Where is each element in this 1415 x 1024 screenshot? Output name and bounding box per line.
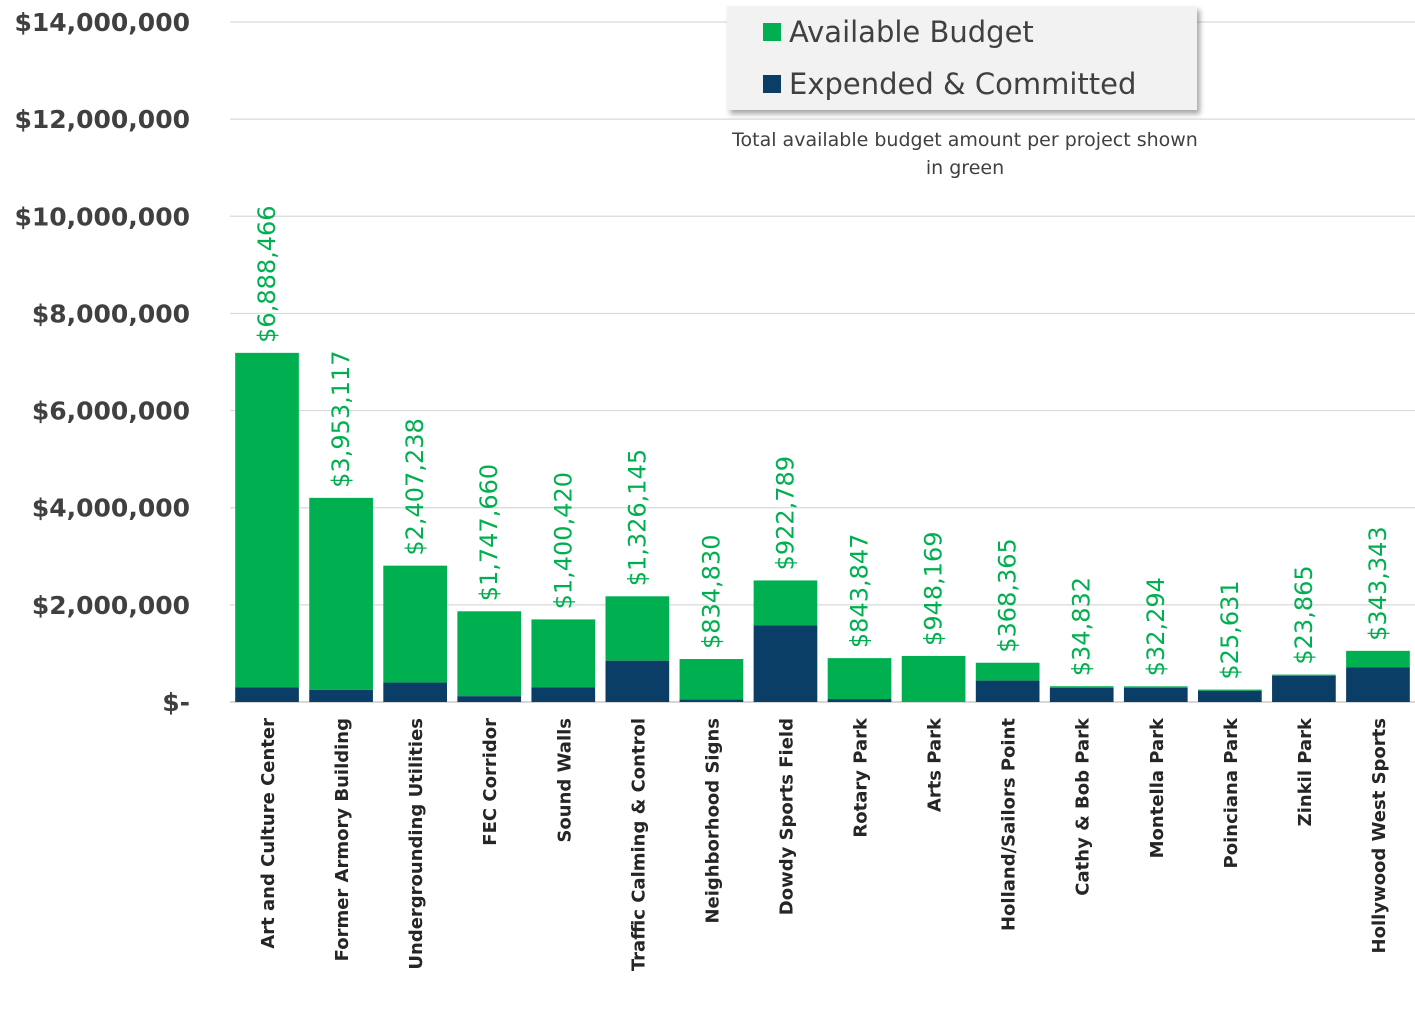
bar-available xyxy=(309,497,373,690)
data-label: $2,407,238 xyxy=(401,418,429,555)
bar-available xyxy=(1272,674,1336,676)
x-tick-label: Sound Walls xyxy=(554,718,575,843)
legend: Available Budget Expended & Committed xyxy=(727,6,1197,110)
bar-available xyxy=(383,565,448,683)
y-tick-label: $4,000,000 xyxy=(32,494,190,523)
y-tick-label: $8,000,000 xyxy=(32,299,190,328)
bar-available xyxy=(679,659,744,700)
y-axis-ticks: $- $2,000,000 $4,000,000 $6,000,000 $8,000,0… xyxy=(14,8,190,717)
bar-expended xyxy=(827,699,892,702)
data-label: $6,888,466 xyxy=(253,205,281,342)
x-tick-label: Poinciana Park xyxy=(1221,717,1242,868)
data-label: $834,830 xyxy=(697,535,725,650)
data-label: $34,832 xyxy=(1068,577,1096,676)
x-tick-label: Art and Culture Center xyxy=(258,718,279,949)
bar-available xyxy=(1123,686,1188,688)
x-tick-label: Undergrounding Utilities xyxy=(406,718,427,970)
legend-item-available: Available Budget xyxy=(763,12,1034,52)
x-tick-label: Arts Park xyxy=(925,717,946,812)
x-axis-ticks: Art and Culture Center Former Armory Buil… xyxy=(258,717,1390,971)
data-label: $1,400,420 xyxy=(549,472,577,609)
bar-available xyxy=(1346,650,1410,668)
bar-expended xyxy=(235,687,299,702)
legend-swatch-available xyxy=(763,23,781,41)
bar-expended xyxy=(605,660,670,702)
bar-available xyxy=(531,619,596,688)
x-tick-label: Dowdy Sports Field xyxy=(776,718,797,915)
x-tick-label: Former Armory Building xyxy=(332,718,353,961)
bar-available xyxy=(1049,686,1114,688)
bar-expended xyxy=(309,689,373,702)
legend-item-expended: Expended & Committed xyxy=(763,64,1136,104)
y-tick-label: $10,000,000 xyxy=(14,202,190,231)
x-tick-label: Montella Park xyxy=(1147,717,1168,858)
y-tick-label: $- xyxy=(162,688,190,717)
bar-available xyxy=(901,655,966,702)
bar-available xyxy=(827,658,892,700)
y-tick-label: $2,000,000 xyxy=(32,591,190,620)
data-label: $368,365 xyxy=(994,538,1022,653)
bar-expended xyxy=(383,682,448,702)
x-tick-label: Rotary Park xyxy=(851,717,872,838)
data-label: $948,169 xyxy=(920,531,948,646)
x-tick-label: Zinkil Park xyxy=(1295,717,1316,826)
data-label: $32,294 xyxy=(1142,577,1170,676)
bar-available xyxy=(605,596,670,661)
bar-expended xyxy=(531,687,596,702)
data-label: $1,326,145 xyxy=(623,449,651,586)
bar-expended xyxy=(457,696,522,702)
y-tick-label: $6,000,000 xyxy=(32,397,190,426)
x-tick-label: Cathy & Bob Park xyxy=(1073,717,1094,896)
bar-expended xyxy=(753,625,818,702)
chart-annotation: Total available budget amount per projec… xyxy=(732,129,1198,179)
bar-available xyxy=(975,662,1040,681)
bar-expended xyxy=(679,699,744,702)
legend-label-expended: Expended & Committed xyxy=(789,67,1137,101)
bar-expended xyxy=(1197,690,1262,702)
x-tick-label: Hollywood West Sports xyxy=(1369,718,1390,953)
data-label: $922,789 xyxy=(771,456,799,571)
data-label: $23,865 xyxy=(1290,565,1318,664)
bar-available xyxy=(457,611,522,697)
data-label: $25,631 xyxy=(1216,580,1244,679)
bar-expended xyxy=(1272,675,1336,702)
bars xyxy=(235,352,1410,702)
bar-available xyxy=(753,580,818,626)
bar-available xyxy=(1197,689,1262,691)
data-label: $343,343 xyxy=(1364,526,1392,641)
legend-swatch-expended xyxy=(763,75,781,93)
x-tick-label: Traffic Calming & Control xyxy=(628,718,649,971)
y-tick-label: $12,000,000 xyxy=(14,105,190,134)
bar-available xyxy=(235,352,299,688)
x-tick-label: FEC Corridor xyxy=(480,718,501,846)
x-tick-label: Neighborhood Signs xyxy=(702,718,723,924)
y-tick-label: $14,000,000 xyxy=(14,8,190,37)
data-label: $3,953,117 xyxy=(327,350,355,487)
bar-expended xyxy=(1346,667,1410,702)
bar-expended xyxy=(1123,687,1188,702)
data-labels: $6,888,466 $3,953,117 $2,407,238 $1,747,660… xyxy=(253,205,1392,679)
bar-expended xyxy=(1049,687,1114,702)
data-label: $843,847 xyxy=(846,534,874,649)
bar-expended xyxy=(975,680,1040,702)
x-tick-label: Holland/Sailors Point xyxy=(999,718,1020,931)
data-label: $1,747,660 xyxy=(475,464,503,601)
legend-label-available: Available Budget xyxy=(789,15,1034,49)
